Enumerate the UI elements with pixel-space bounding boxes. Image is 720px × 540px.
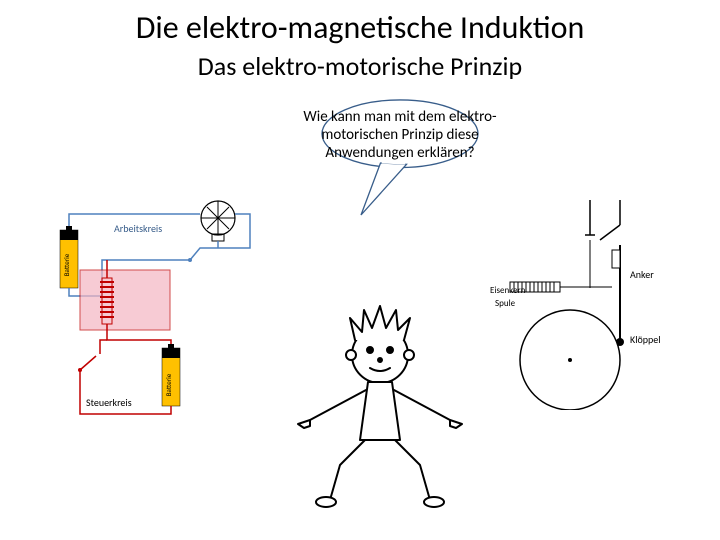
label-steuerkreis: Steuerkreis [86,396,132,409]
battery-icon: Batterie [60,226,78,288]
slide: Die elektro-magnetische Induktion Das el… [0,0,720,540]
label-kloeppel: Klöppel [630,333,661,346]
label-anker: Anker [630,268,654,281]
page-subtitle: Das elektro-motorische Prinzip [0,50,720,82]
svg-text:Batterie: Batterie [164,373,173,396]
label-spule: Spule [495,298,515,309]
boy-cartoon-icon [280,300,480,520]
lightbulb-icon [201,201,235,248]
battery-icon: Batterie [162,344,180,406]
label-arbeitskreis: Arbeitskreis [114,222,162,235]
bubble-text: Wie kann man mit dem elektro-motorischen… [280,108,520,162]
svg-text:Batterie: Batterie [62,253,71,276]
label-eisenkern: Eisenkern [490,285,525,296]
page-title: Die elektro-magnetische Induktion [0,8,720,47]
